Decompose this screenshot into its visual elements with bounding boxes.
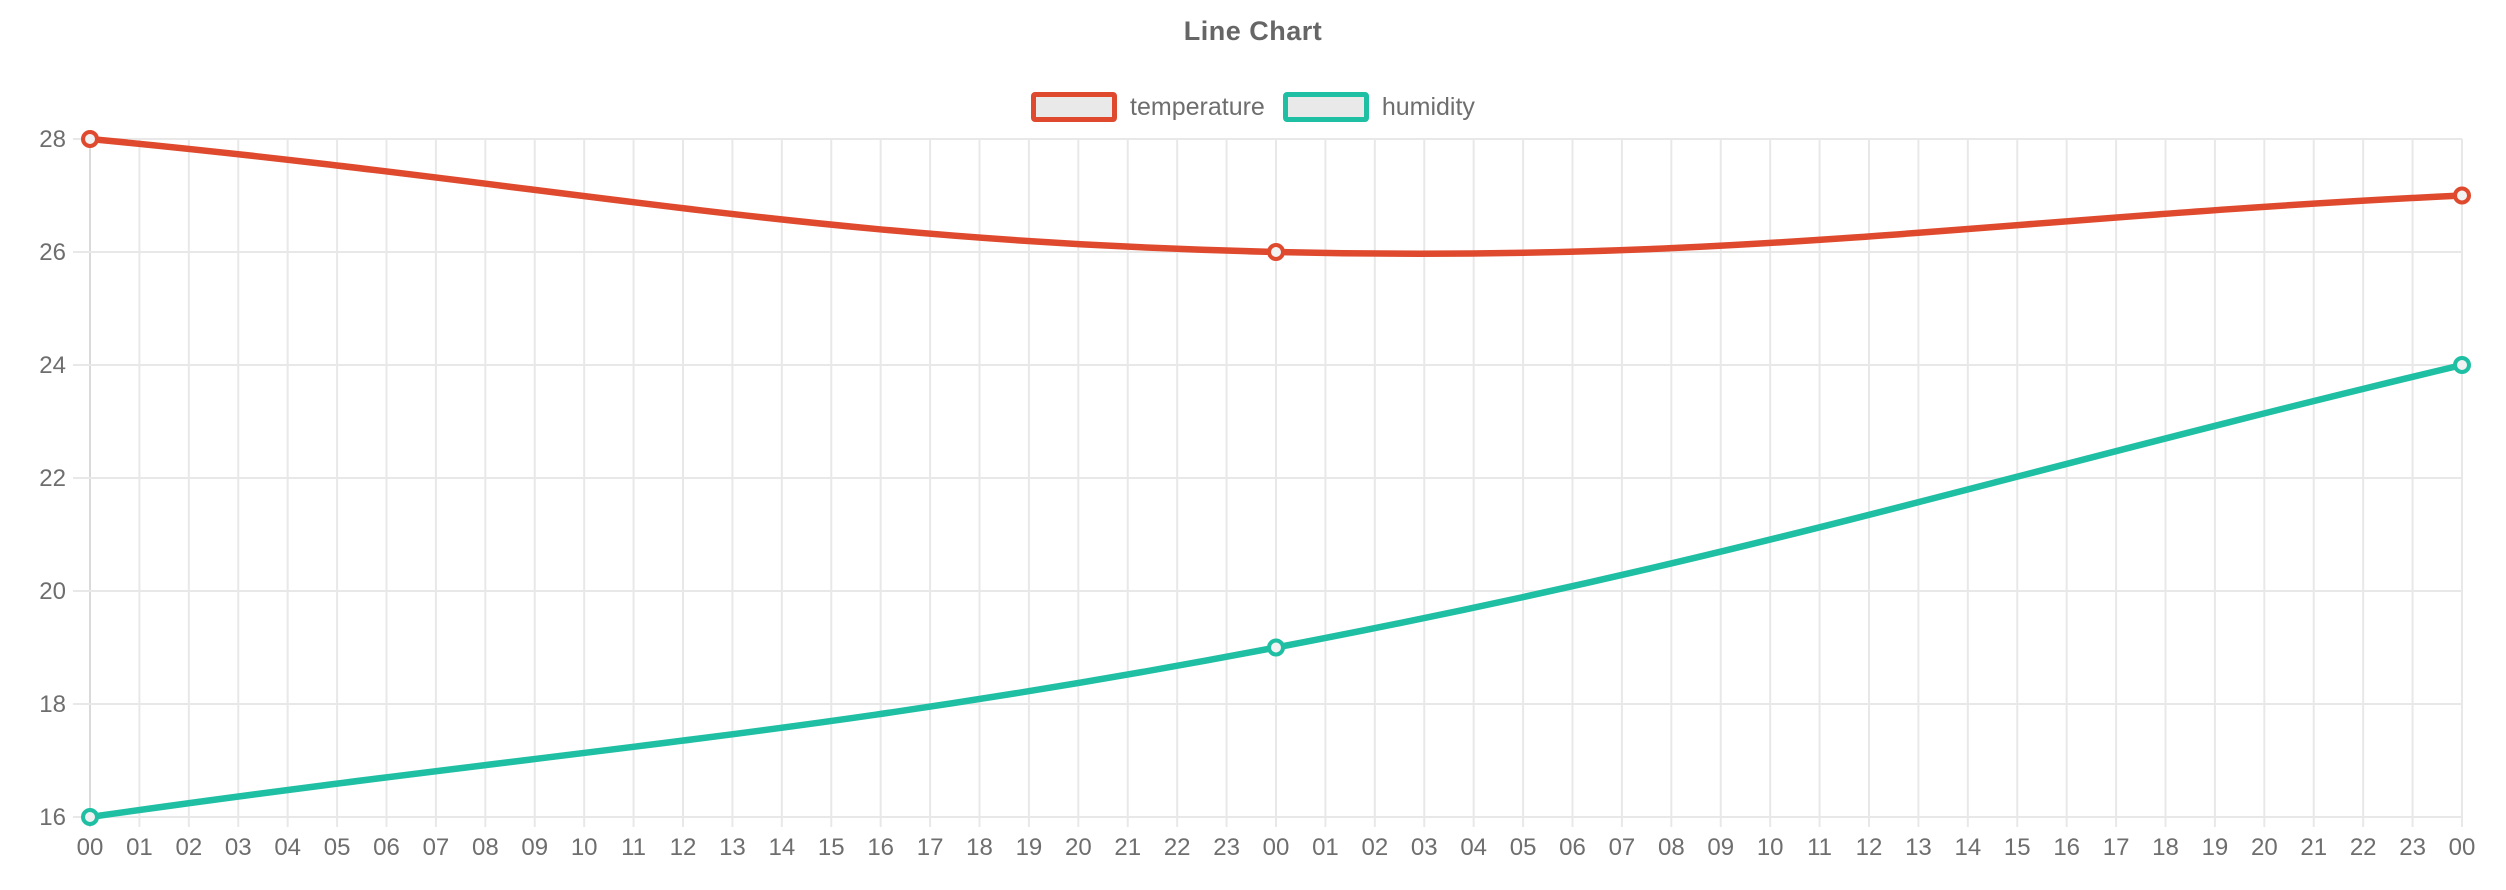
x-axis-tick-label: 21 bbox=[2300, 834, 2327, 861]
legend-label-humidity: humidity bbox=[1381, 92, 1475, 121]
data-point-humidity-0[interactable] bbox=[81, 808, 99, 826]
x-axis-tick-label: 00 bbox=[2449, 834, 2476, 861]
x-axis-tick-label: 14 bbox=[768, 834, 795, 861]
x-axis-tick-label: 13 bbox=[1905, 834, 1932, 861]
x-axis-tick-label: 01 bbox=[1312, 834, 1339, 861]
x-axis-tick-label: 07 bbox=[423, 834, 450, 861]
x-axis-tick-label: 05 bbox=[324, 834, 351, 861]
x-axis-tick-label: 02 bbox=[1361, 834, 1388, 861]
x-axis-tick-label: 17 bbox=[2103, 834, 2130, 861]
x-axis-tick-label: 08 bbox=[472, 834, 499, 861]
x-axis-tick-label: 22 bbox=[1164, 834, 1191, 861]
x-axis-tick-label: 03 bbox=[1411, 834, 1438, 861]
chart-title: Line Chart bbox=[1183, 16, 1323, 46]
data-point-temperature-0[interactable] bbox=[81, 130, 99, 148]
x-axis-tick-label: 19 bbox=[2202, 834, 2229, 861]
x-axis-tick-label: 08 bbox=[1658, 834, 1685, 861]
x-axis-tick-label: 15 bbox=[818, 834, 845, 861]
data-point-humidity-2[interactable] bbox=[2453, 356, 2471, 374]
y-axis-tick-label: 16 bbox=[39, 804, 66, 831]
x-axis-tick-label: 04 bbox=[274, 834, 301, 861]
y-axis-tick-label: 28 bbox=[39, 126, 66, 153]
x-axis-tick-label: 14 bbox=[1954, 834, 1981, 861]
x-axis-tick-label: 01 bbox=[126, 834, 153, 861]
legend-item-humidity[interactable]: humidity bbox=[1282, 92, 1475, 122]
x-axis-tick-label: 19 bbox=[1016, 834, 1043, 861]
y-axis-tick-label: 20 bbox=[39, 578, 66, 605]
x-axis-tick-label: 16 bbox=[867, 834, 894, 861]
x-axis-tick-label: 23 bbox=[1213, 834, 1240, 861]
y-axis-tick-label: 18 bbox=[39, 691, 66, 718]
y-axis-tick-label: 26 bbox=[39, 239, 66, 266]
x-axis-tick-label: 18 bbox=[966, 834, 993, 861]
x-axis-tick-label: 22 bbox=[2350, 834, 2377, 861]
legend-swatch-temperature-icon bbox=[1031, 92, 1118, 122]
x-axis-tick-label: 12 bbox=[670, 834, 697, 861]
x-axis-tick-label: 11 bbox=[621, 834, 646, 861]
chart-legend: temperature humidity bbox=[0, 92, 2506, 122]
x-axis-tick-label: 20 bbox=[2251, 834, 2278, 861]
x-axis-tick-label: 20 bbox=[1065, 834, 1092, 861]
x-axis-tick-label: 04 bbox=[1460, 834, 1487, 861]
x-axis-tick-label: 07 bbox=[1609, 834, 1636, 861]
x-axis-tick-label: 00 bbox=[77, 834, 104, 861]
x-axis-tick-label: 16 bbox=[2053, 834, 2080, 861]
legend-label-temperature: temperature bbox=[1130, 92, 1265, 121]
x-axis-tick-label: 06 bbox=[373, 834, 400, 861]
x-axis-tick-label: 23 bbox=[2399, 834, 2426, 861]
x-axis-tick-label: 12 bbox=[1856, 834, 1883, 861]
data-point-temperature-1[interactable] bbox=[1267, 243, 1285, 261]
data-point-temperature-2[interactable] bbox=[2453, 186, 2471, 205]
data-point-humidity-1[interactable] bbox=[1267, 638, 1285, 657]
y-axis-tick-label: 22 bbox=[39, 465, 66, 492]
x-axis-tick-label: 15 bbox=[2004, 834, 2031, 861]
x-axis-tick-label: 02 bbox=[175, 834, 202, 861]
x-axis-tick-label: 09 bbox=[521, 834, 548, 861]
x-axis-tick-label: 17 bbox=[917, 834, 944, 861]
legend-item-temperature[interactable]: temperature bbox=[1031, 92, 1265, 122]
x-axis-tick-label: 13 bbox=[719, 834, 746, 861]
x-axis-tick-label: 21 bbox=[1114, 834, 1141, 861]
x-axis-tick-label: 10 bbox=[1757, 834, 1784, 861]
y-axis-tick-label: 24 bbox=[39, 352, 66, 379]
x-axis-tick-label: 00 bbox=[1263, 834, 1290, 861]
x-axis-tick-label: 11 bbox=[1807, 834, 1832, 861]
legend-swatch-humidity-icon bbox=[1282, 92, 1369, 122]
x-axis-tick-label: 05 bbox=[1510, 834, 1537, 861]
x-axis-tick-label: 09 bbox=[1707, 834, 1734, 861]
x-axis-tick-label: 03 bbox=[225, 834, 252, 861]
x-axis-tick-label: 06 bbox=[1559, 834, 1586, 861]
x-axis-tick-label: 10 bbox=[571, 834, 598, 861]
x-axis-tick-label: 18 bbox=[2152, 834, 2179, 861]
